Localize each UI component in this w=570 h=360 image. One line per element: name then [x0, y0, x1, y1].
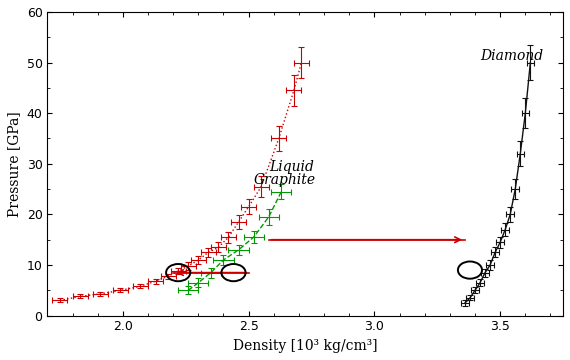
X-axis label: Density [10³ kg/cm³]: Density [10³ kg/cm³]: [233, 339, 377, 353]
Y-axis label: Pressure [GPa]: Pressure [GPa]: [7, 111, 21, 217]
Text: Graphite: Graphite: [254, 173, 316, 187]
Text: Diamond: Diamond: [480, 49, 543, 63]
Text: Liquid: Liquid: [268, 161, 314, 174]
